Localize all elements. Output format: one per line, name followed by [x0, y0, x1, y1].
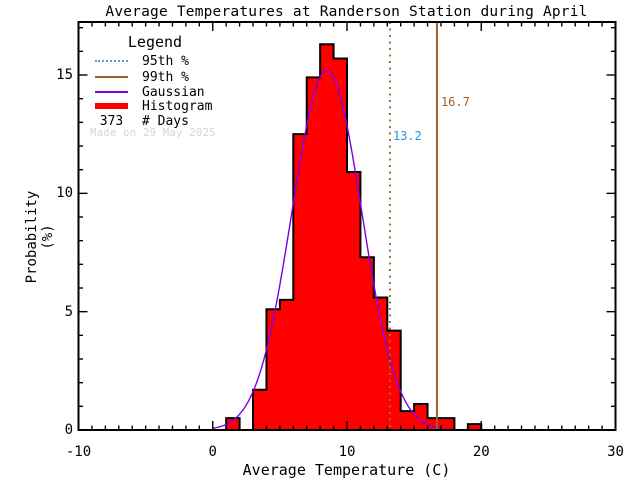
legend-95th-line-sample	[95, 60, 128, 62]
legend-item-label: Histogram	[142, 98, 213, 114]
legend-item-label: 95th %	[142, 53, 189, 69]
chart-title: Average Temperatures at Randerson Statio…	[105, 4, 588, 20]
y-tick-label: 0	[64, 422, 73, 438]
days-count: 373	[99, 113, 124, 129]
legend-item-label: 99th %	[142, 69, 189, 85]
gaussian-curve	[212, 69, 442, 429]
legend-item-days: 373 # Days	[95, 113, 189, 129]
legend-histogram-bar-sample	[95, 103, 128, 109]
y-tick-label: 10	[56, 185, 73, 202]
y-tick-label: 5	[64, 303, 73, 320]
legend-item-label: Gaussian	[142, 84, 205, 100]
x-axis-label: Average Temperature (C)	[242, 461, 451, 479]
legend-gaussian-line-sample	[95, 91, 128, 93]
days-label: # Days	[142, 113, 189, 129]
x-tick-label: -10	[65, 444, 92, 460]
y-tick-label: 15	[56, 67, 73, 83]
legend-item-99th: 99th %	[95, 69, 189, 85]
x-tick-label: 30	[607, 444, 624, 460]
p95-value-label: 13.2	[392, 129, 422, 143]
legend-item-95th: 95th %	[95, 53, 189, 69]
legend-99th-line-sample	[95, 76, 128, 78]
legend-title: Legend	[127, 33, 183, 51]
watermark: Made on 29 May 2025	[90, 127, 216, 139]
legend-item-gaussian: Gaussian	[95, 84, 205, 100]
x-tick-label: 0	[208, 444, 217, 460]
legend-item-histogram: Histogram	[95, 98, 213, 114]
x-tick-label: 20	[472, 444, 490, 460]
x-tick-label: 10	[338, 444, 356, 460]
p99-value-label: 16.7	[440, 95, 470, 109]
